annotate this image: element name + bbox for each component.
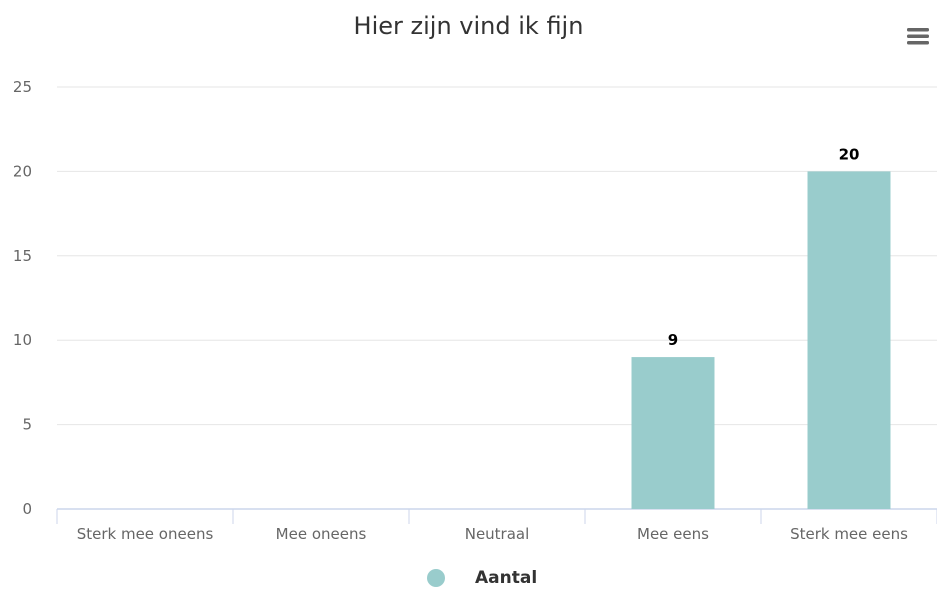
x-tick-label: Neutraal — [465, 525, 530, 543]
x-tick-label: Mee eens — [637, 525, 709, 543]
y-tick-label: 0 — [22, 500, 32, 518]
legend-label: Aantal — [475, 568, 538, 588]
hamburger-menu-icon[interactable] — [903, 24, 933, 48]
legend-marker — [427, 569, 445, 587]
legend-item[interactable]: Aantal — [427, 568, 537, 588]
menu-line-icon — [907, 28, 929, 32]
x-tick-label: Sterk mee oneens — [77, 525, 214, 543]
y-tick-label: 25 — [13, 78, 32, 96]
menu-line-icon — [907, 34, 929, 38]
y-tick-label: 20 — [13, 162, 32, 180]
data-label: 20 — [839, 145, 860, 163]
x-tick-label: Mee oneens — [276, 525, 367, 543]
bar — [631, 357, 715, 509]
menu-line-icon — [907, 41, 929, 45]
y-tick-label: 5 — [22, 416, 32, 434]
y-tick-label: 15 — [13, 247, 32, 265]
data-label: 9 — [668, 331, 678, 349]
legend: Aantal — [0, 568, 937, 602]
y-tick-label: 10 — [13, 331, 32, 349]
chart-title: Hier zijn vind ik fijn — [353, 12, 584, 40]
x-tick-label: Sterk mee eens — [790, 525, 908, 543]
bar — [807, 171, 891, 509]
